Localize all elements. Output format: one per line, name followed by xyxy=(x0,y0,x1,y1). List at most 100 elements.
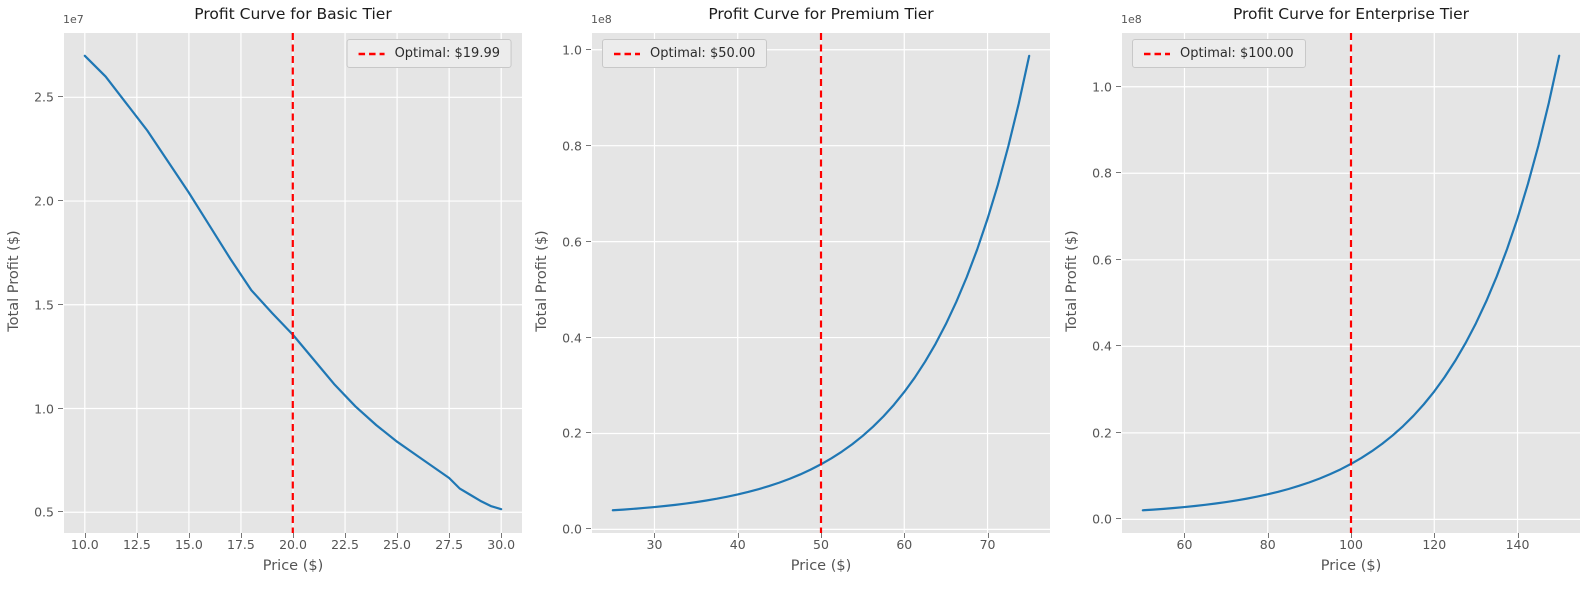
plot-area xyxy=(592,33,1050,533)
y-tick-mark xyxy=(1116,85,1121,87)
x-tick-label: 17.5 xyxy=(227,537,255,552)
legend-label: Optimal: $50.00 xyxy=(650,46,756,61)
x-tick-label: 15.0 xyxy=(174,537,203,552)
y-tick-mark xyxy=(586,144,591,146)
legend-label: Optimal: $100.00 xyxy=(1180,46,1294,61)
x-tick-mark xyxy=(1184,533,1186,538)
legend: Optimal: $50.00 xyxy=(602,39,768,68)
y-tick-mark xyxy=(586,336,591,338)
x-tick-label: 140 xyxy=(1505,537,1530,552)
plot-area xyxy=(64,33,522,533)
y-tick-mark xyxy=(58,511,63,513)
y-tick-mark xyxy=(58,200,63,202)
x-tick-mark xyxy=(397,533,399,538)
y-tick-label: 1.0 xyxy=(562,42,582,58)
plot-canvas xyxy=(592,33,1050,533)
x-axis-label: Price ($) xyxy=(262,558,324,574)
x-tick-label: 80 xyxy=(1259,537,1276,552)
legend: Optimal: $19.99 xyxy=(346,39,512,68)
y-tick-label: 0.0 xyxy=(562,521,582,537)
y-tick-label: 1.0 xyxy=(34,401,54,417)
x-tick-mark xyxy=(1351,533,1352,538)
x-tick-label: 22.5 xyxy=(331,537,359,552)
x-tick-label: 10.0 xyxy=(70,537,99,552)
y-tick-mark xyxy=(58,96,63,98)
x-tick-mark xyxy=(1434,533,1436,538)
x-tick-mark xyxy=(84,533,86,538)
plot-area xyxy=(1122,33,1580,533)
y-tick-label: 0.6 xyxy=(562,234,582,250)
y-tick-mark xyxy=(1116,345,1121,347)
legend: Optimal: $100.00 xyxy=(1132,39,1306,68)
x-tick-mark xyxy=(904,533,906,538)
y-tick-label: 0.4 xyxy=(1092,338,1112,354)
y-tick-mark xyxy=(1116,518,1121,520)
dashed-line-sample-icon xyxy=(613,49,641,59)
x-tick-label: 12.5 xyxy=(122,537,151,552)
chart-title: Profit Curve for Basic Tier xyxy=(194,5,392,23)
x-tick-mark xyxy=(987,533,989,538)
y-tick-label: 1.5 xyxy=(34,297,54,313)
x-tick-mark xyxy=(737,533,739,538)
x-tick-mark xyxy=(501,533,503,538)
x-tick-label: 120 xyxy=(1422,537,1447,552)
chart-title: Profit Curve for Enterprise Tier xyxy=(1232,5,1470,23)
x-tick-mark xyxy=(821,533,822,538)
x-tick-mark xyxy=(1267,533,1269,538)
x-tick-label: 60 xyxy=(896,537,913,552)
y-tick-label: 2.0 xyxy=(34,193,54,209)
plot-canvas xyxy=(1122,33,1580,533)
y-tick-mark xyxy=(586,528,591,530)
x-tick-label: 30.0 xyxy=(487,537,516,552)
dashed-line-sample-icon xyxy=(1143,49,1171,59)
y-tick-label: 0.4 xyxy=(562,330,582,346)
x-tick-label: 30 xyxy=(646,537,663,552)
y-tick-mark xyxy=(1116,172,1121,174)
y-axis-offset-label: 1e8 xyxy=(1121,13,1142,26)
y-tick-label: 0.5 xyxy=(34,504,54,520)
x-tick-label: 20.0 xyxy=(279,537,307,552)
y-tick-mark xyxy=(58,303,63,305)
y-axis-offset-label: 1e8 xyxy=(591,13,612,26)
y-tick-label: 2.5 xyxy=(34,89,54,105)
legend-label: Optimal: $19.99 xyxy=(394,46,500,61)
x-tick-mark xyxy=(654,533,656,538)
y-tick-label: 0.0 xyxy=(1092,511,1112,527)
x-axis-label: Price ($) xyxy=(790,558,852,574)
y-tick-label: 0.6 xyxy=(1092,252,1112,268)
x-tick-mark xyxy=(240,533,242,538)
x-tick-label: 40 xyxy=(729,537,746,552)
x-tick-mark xyxy=(188,533,190,538)
x-axis-label: Price ($) xyxy=(1320,558,1382,574)
x-tick-label: 60 xyxy=(1176,537,1193,552)
y-tick-label: 0.8 xyxy=(1092,165,1112,181)
x-tick-label: 25.0 xyxy=(383,537,411,552)
chart-title: Profit Curve for Premium Tier xyxy=(708,5,934,23)
plot-canvas xyxy=(64,33,522,533)
y-tick-label: 1.0 xyxy=(1092,79,1112,95)
y-axis-label: Total Profit ($) xyxy=(1064,230,1080,332)
y-tick-mark xyxy=(586,240,591,242)
y-tick-mark xyxy=(586,48,591,50)
y-tick-label: 0.2 xyxy=(562,425,582,441)
y-tick-label: 0.2 xyxy=(1092,425,1112,441)
x-tick-label: 27.5 xyxy=(435,537,464,552)
y-tick-mark xyxy=(1116,431,1121,433)
x-tick-label: 50 xyxy=(813,537,829,552)
y-tick-label: 0.8 xyxy=(562,138,582,154)
y-axis-offset-label: 1e7 xyxy=(63,13,84,26)
y-tick-mark xyxy=(586,432,591,434)
x-tick-mark xyxy=(136,533,138,538)
dashed-line-sample-icon xyxy=(358,49,386,59)
x-tick-mark xyxy=(449,533,451,538)
x-tick-mark xyxy=(293,533,294,538)
y-tick-mark xyxy=(1116,258,1121,260)
x-tick-mark xyxy=(345,533,347,538)
profit-curve-line xyxy=(83,54,503,511)
x-tick-label: 70 xyxy=(979,537,996,552)
y-tick-mark xyxy=(58,407,63,409)
